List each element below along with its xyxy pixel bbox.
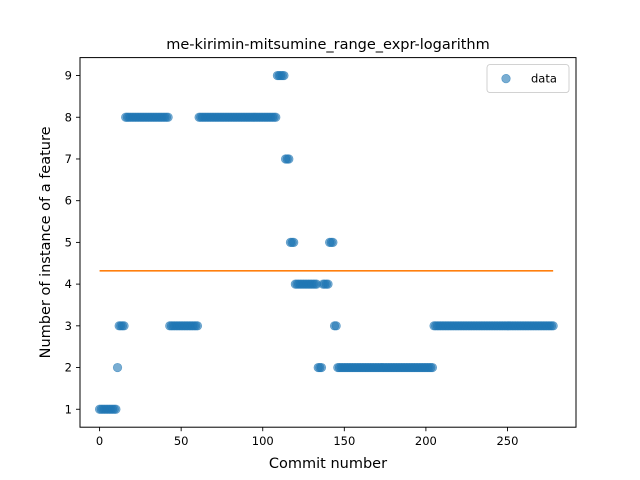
legend-marker [501, 73, 511, 84]
data-point [323, 279, 333, 289]
data-point [163, 112, 173, 122]
chart-title: me-kirimin-mitsumine_range_expr-logarith… [166, 37, 489, 53]
x-tick-label: 200 [415, 434, 437, 448]
x-tick-label: 50 [174, 434, 189, 448]
x-tick-label: 150 [333, 434, 355, 448]
data-point [331, 321, 341, 331]
data-point [427, 362, 438, 373]
y-axis-label: Number of instance of a feature [38, 126, 54, 358]
y-tick-label: 9 [65, 69, 72, 83]
y-tick-label: 6 [65, 194, 72, 208]
legend-label: data [531, 72, 557, 86]
y-tick-label: 8 [65, 110, 72, 124]
data-point [284, 154, 294, 164]
data-point [271, 112, 281, 122]
y-tick-label: 1 [65, 402, 72, 416]
x-axis-label: Commit number [269, 456, 387, 472]
data-point [112, 362, 123, 373]
data-point [111, 404, 121, 414]
legend: data [486, 64, 570, 94]
data-point [289, 237, 299, 247]
x-tick-label: 100 [252, 434, 274, 448]
data-point [328, 237, 338, 247]
legend-box [486, 64, 570, 94]
data-point [548, 321, 558, 331]
x-tick-label: 250 [496, 434, 518, 448]
y-ticks: 1 2 3 4 5 6 7 8 9 [65, 69, 80, 416]
y-tick-label: 4 [65, 277, 72, 291]
data-point [119, 321, 129, 331]
scatter-points [94, 70, 558, 414]
y-tick-label: 2 [65, 361, 72, 375]
y-tick-label: 3 [65, 319, 72, 333]
y-tick-label: 7 [65, 152, 72, 166]
data-point [316, 362, 327, 373]
y-tick-label: 5 [65, 235, 72, 249]
data-point [279, 70, 289, 81]
data-point [192, 321, 203, 331]
x-ticks: 0 50 100 150 200 250 [96, 427, 518, 448]
x-tick-label: 0 [96, 434, 103, 448]
